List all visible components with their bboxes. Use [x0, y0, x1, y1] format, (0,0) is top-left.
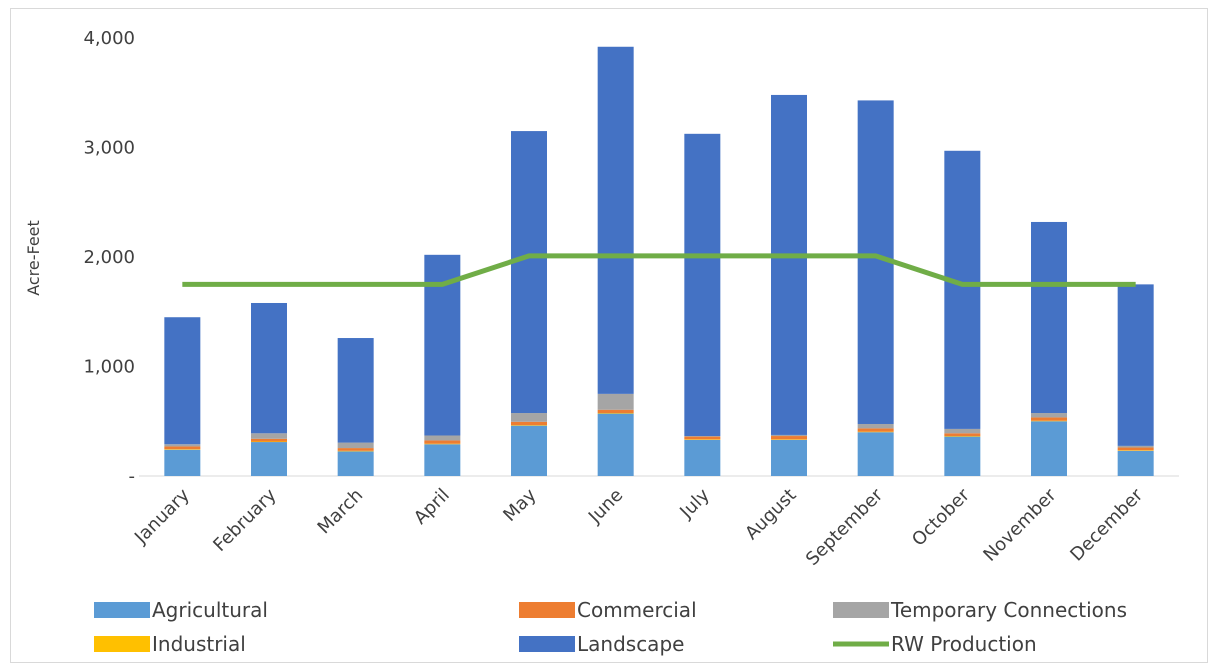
y-tick-label: -	[129, 466, 136, 487]
bar-industrial	[1031, 420, 1067, 422]
bar-agricultural	[1031, 421, 1067, 476]
line-rw-production	[182, 253, 1136, 287]
bar-temporary-connections	[597, 393, 634, 410]
bar-landscape	[944, 150, 981, 429]
chart-frame: - 1,000 2,000 3,000 4,000 January February Marc…	[10, 8, 1208, 663]
bar-commercial	[771, 436, 807, 440]
bar-agricultural	[511, 425, 547, 476]
bar-landscape	[251, 302, 287, 434]
legend-item: Landscape	[519, 632, 684, 656]
stacked-bar-chart: - 1,000 2,000 3,000 4,000 January February Marc…	[24, 28, 1179, 656]
legend: Agricultural Commercial Temporary Connecti…	[94, 598, 1127, 656]
bar-agricultural	[337, 451, 374, 476]
bar-temporary-connections	[1117, 445, 1154, 448]
bar-agricultural	[424, 444, 461, 476]
bar-temporary-connections	[337, 442, 374, 449]
bar-commercial	[944, 433, 981, 437]
x-tick-label: February	[209, 484, 280, 555]
x-tick-label: July	[675, 484, 714, 523]
x-tick-label: October	[908, 484, 974, 550]
bar-landscape	[684, 133, 721, 437]
bar-landscape	[1117, 284, 1154, 446]
bar-agricultural	[684, 439, 721, 476]
legend-label: Agricultural	[152, 598, 268, 622]
y-tick-label: 4,000	[83, 28, 135, 49]
bar-agricultural	[597, 413, 634, 476]
legend-label: Landscape	[577, 632, 684, 656]
legend-label: RW Production	[891, 632, 1037, 656]
bar-industrial	[857, 431, 894, 433]
bar-commercial	[511, 421, 547, 426]
bar-commercial	[1117, 447, 1154, 451]
legend-item: Commercial	[519, 598, 697, 622]
bar-agricultural	[944, 436, 981, 476]
bar-industrial	[771, 439, 807, 440]
bar-landscape	[511, 131, 547, 414]
bar-landscape	[771, 94, 807, 435]
y-tick-label: 1,000	[83, 357, 135, 378]
legend-item: Industrial	[94, 632, 246, 656]
bar-commercial	[1031, 417, 1067, 421]
bar-industrial	[164, 449, 201, 450]
legend-swatch	[519, 636, 575, 652]
legend-label: Temporary Connections	[890, 598, 1127, 622]
bar-temporary-connections	[251, 433, 287, 439]
x-tick-label: December	[1066, 484, 1147, 565]
bar-industrial	[684, 439, 721, 440]
bar-commercial	[164, 446, 201, 450]
bar-landscape	[337, 338, 374, 443]
bar-industrial	[337, 450, 374, 452]
bar-industrial	[251, 441, 287, 443]
bar-temporary-connections	[1031, 413, 1067, 418]
bar-agricultural	[857, 432, 894, 476]
bar-agricultural	[164, 449, 201, 476]
bar-commercial	[857, 428, 894, 432]
x-tick-label: May	[499, 484, 540, 525]
legend-item: Temporary Connections	[833, 598, 1127, 622]
legend-label: Industrial	[152, 632, 246, 656]
bar-industrial	[424, 443, 461, 445]
bar-commercial	[597, 409, 634, 414]
x-tick-label: September	[802, 484, 888, 570]
x-tick-label: November	[979, 484, 1060, 565]
x-tick-label: June	[584, 485, 627, 528]
bar-agricultural	[771, 439, 807, 476]
legend-item: RW Production	[833, 632, 1037, 656]
legend-swatch	[94, 636, 150, 652]
bar-temporary-connections	[771, 434, 807, 437]
bar-temporary-connections	[684, 436, 721, 437]
bar-agricultural	[1117, 450, 1154, 476]
y-tick-label: 3,000	[83, 138, 135, 159]
bar-temporary-connections	[511, 413, 547, 422]
legend-item: Agricultural	[94, 598, 268, 622]
y-axis-label: Acre-Feet	[24, 220, 43, 296]
bar-landscape	[1031, 221, 1067, 414]
legend-label: Commercial	[577, 598, 697, 622]
bar-industrial	[511, 425, 547, 426]
bar-temporary-connections	[164, 444, 201, 447]
bar-commercial	[424, 440, 461, 444]
x-tick-label: August	[741, 485, 800, 544]
x-tick-label: April	[410, 485, 454, 529]
bar-commercial	[337, 448, 374, 451]
legend-swatch	[94, 602, 150, 618]
bar-commercial	[251, 438, 287, 442]
bar-temporary-connections	[944, 428, 981, 434]
bar-temporary-connections	[857, 423, 894, 429]
bar-temporary-connections	[424, 435, 461, 441]
bar-landscape	[597, 46, 634, 394]
y-tick-label: 2,000	[83, 247, 135, 268]
plot-area: - 1,000 2,000 3,000 4,000 January February Marc…	[83, 28, 1179, 570]
bar-landscape	[164, 317, 201, 445]
bar-industrial	[597, 413, 634, 414]
x-tick-label: January	[130, 484, 194, 548]
bar-industrial	[944, 436, 981, 437]
bar-agricultural	[251, 442, 287, 476]
legend-swatch	[519, 602, 575, 618]
x-tick-label: March	[314, 485, 368, 539]
bar-industrial	[1117, 450, 1154, 451]
bar-commercial	[684, 436, 721, 440]
legend-swatch	[833, 602, 889, 618]
